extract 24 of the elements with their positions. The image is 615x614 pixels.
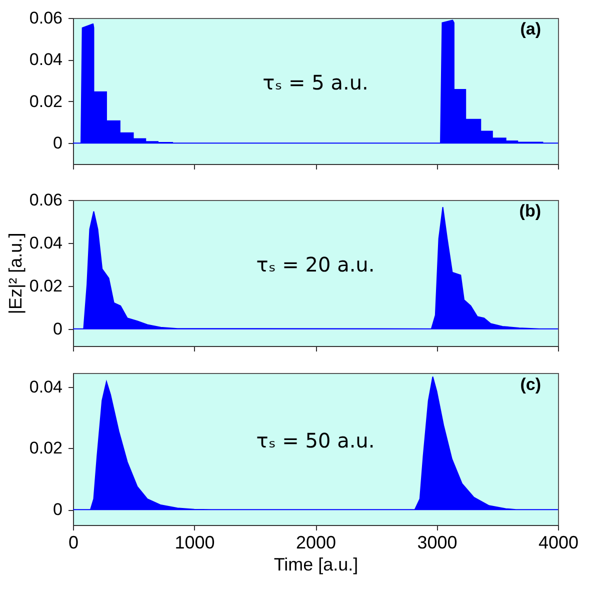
y-tick-label: 0.04 xyxy=(29,233,62,252)
y-tick-label: 0 xyxy=(53,500,62,520)
y-tick-label: 0.02 xyxy=(29,438,62,458)
y-tick-label: 0 xyxy=(53,319,62,338)
y-tick-label: 0.06 xyxy=(29,190,62,210)
annotation: (a) xyxy=(520,20,542,39)
annotation: τₛ = 5 a.u. xyxy=(262,70,368,95)
y-tick-label: 0.02 xyxy=(29,276,62,296)
y-axis-title: |Ez|² [a.u.] xyxy=(5,232,26,314)
annotation: τₛ = 20 a.u. xyxy=(256,252,375,277)
x-tick-label: 3000 xyxy=(417,532,458,552)
y-tick-label: 0.06 xyxy=(29,8,62,28)
y-tick-label: 0.04 xyxy=(29,50,62,70)
x-tick-label: 2000 xyxy=(296,532,336,552)
y-tick-label: 0 xyxy=(53,134,62,153)
x-tick-label: 0 xyxy=(68,532,79,552)
annotation: (c) xyxy=(520,375,542,394)
y-tick-label: 0.02 xyxy=(29,92,62,111)
annotation: (b) xyxy=(519,202,542,221)
x-tick-label: 1000 xyxy=(174,532,215,552)
x-axis-title: Time [a.u.] xyxy=(274,554,358,574)
y-tick-label: 0.04 xyxy=(29,377,62,396)
x-tick-label: 4000 xyxy=(538,532,579,552)
annotation: τₛ = 50 a.u. xyxy=(256,428,375,452)
